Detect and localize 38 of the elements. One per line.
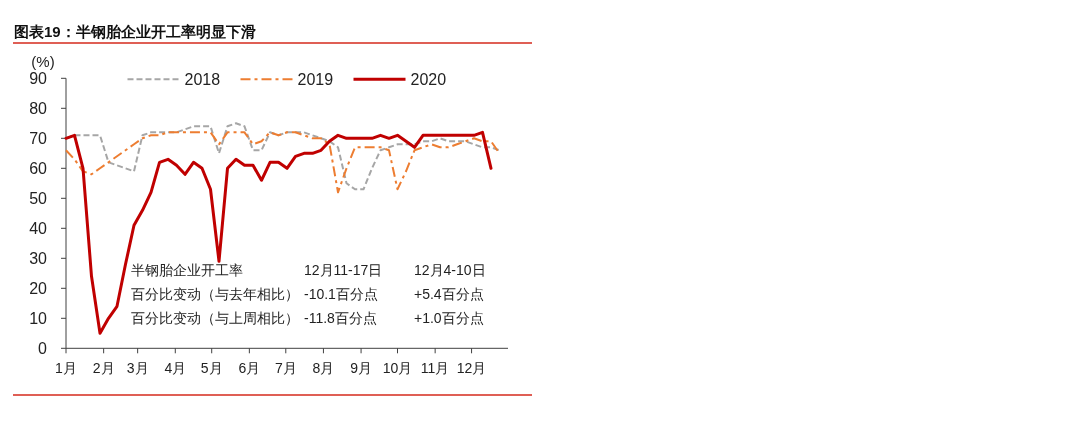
x-tick-label: 6月 (238, 360, 261, 377)
y-tick-label: 30 (29, 249, 48, 267)
x-tick-label: 5月 (200, 360, 223, 377)
x-tick-label: 12月 (456, 360, 487, 377)
x-tick-label: 4月 (164, 360, 187, 377)
y-tick-label: 60 (29, 159, 48, 177)
y-axis-title: (%) (31, 53, 55, 70)
x-tick-label: 10月 (382, 360, 413, 377)
annotation: -11.8百分点 (304, 310, 377, 326)
annotation: 半钢胎企业开工率 (131, 262, 243, 278)
x-tick-label: 2月 (92, 360, 115, 377)
chart-title: 图表19：半钢胎企业开工率明显下滑 (14, 23, 256, 40)
y-tick-label: 80 (29, 99, 48, 117)
legend-label: 2020 (410, 71, 447, 89)
x-tick-label: 8月 (312, 360, 335, 377)
y-tick-label: 70 (29, 129, 48, 147)
annotation: +5.4百分点 (414, 286, 484, 302)
annotation: -10.1百分点 (304, 286, 378, 302)
annotation: 12月4-10日 (414, 262, 486, 278)
annotation: 百分比变动（与去年相比） (131, 286, 299, 302)
x-tick-label: 1月 (55, 360, 77, 377)
y-tick-label: 40 (29, 219, 48, 237)
x-tick-label: 3月 (126, 360, 149, 377)
x-tick-label: 9月 (350, 360, 372, 377)
x-tick-label: 11月 (420, 360, 450, 377)
annotation: 12月11-17日 (304, 262, 383, 278)
legend-label: 2018 (184, 71, 221, 89)
y-tick-label: 0 (38, 339, 48, 357)
y-tick-label: 50 (29, 189, 48, 207)
y-tick-label: 90 (29, 69, 48, 87)
y-tick-label: 10 (29, 309, 48, 327)
line-series (65, 131, 501, 194)
x-tick-label: 7月 (274, 360, 297, 377)
legend-label: 2019 (297, 71, 334, 89)
annotation: +1.0百分点 (414, 310, 484, 326)
annotation: 百分比变动（与上周相比） (131, 310, 299, 326)
y-tick-label: 20 (29, 279, 48, 297)
line-series (64, 130, 493, 335)
